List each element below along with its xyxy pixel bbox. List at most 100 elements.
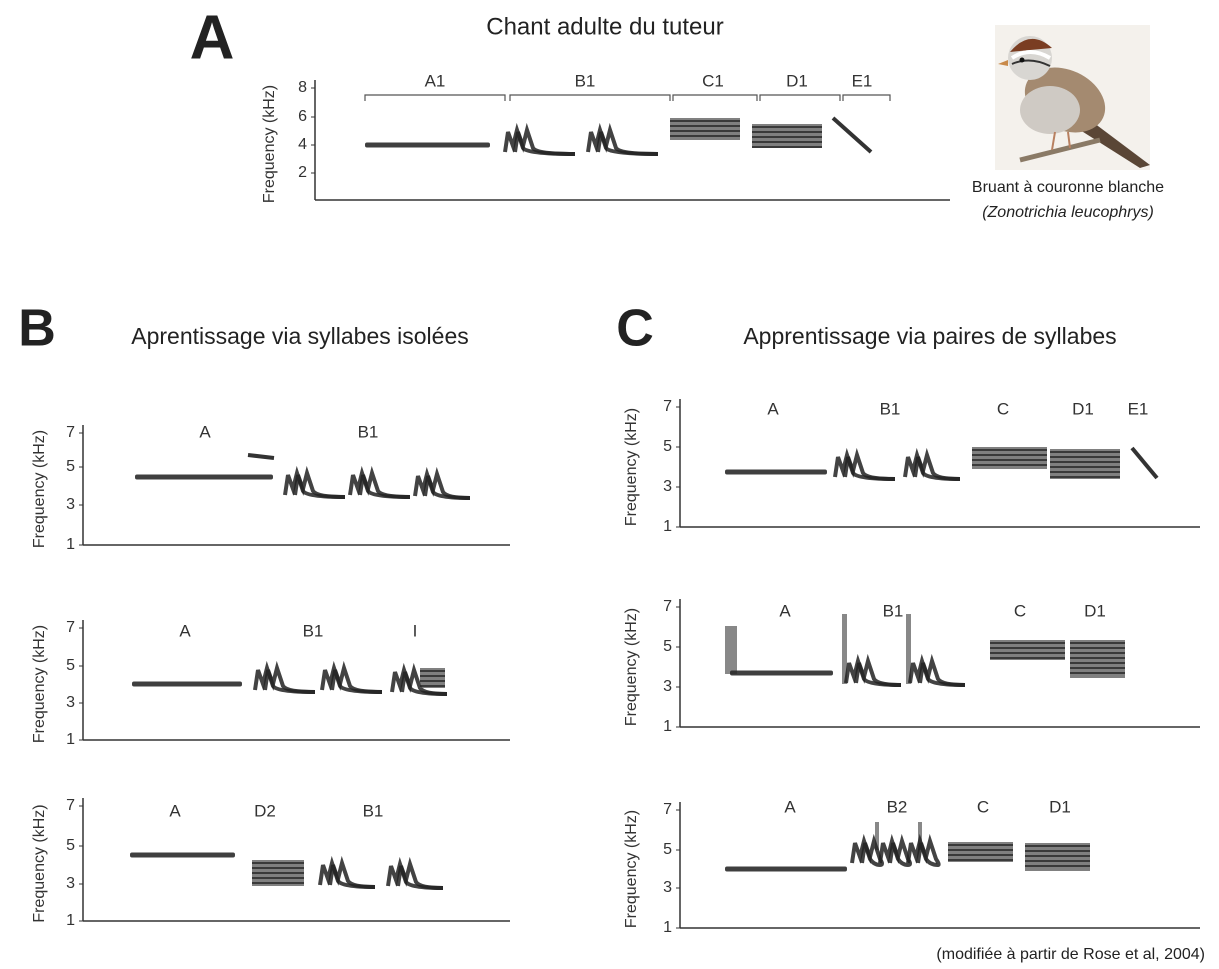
spectrogram-tone	[725, 469, 827, 475]
panel-title: Chant adulte du tuteur	[486, 13, 724, 40]
y-tick-label: 3	[66, 496, 75, 513]
spectrogram-band	[670, 118, 740, 140]
syllable-label: B2	[887, 797, 908, 816]
y-tick-label: 5	[663, 638, 672, 655]
spectrogram-trill	[263, 660, 316, 694]
spectrogram-trill	[513, 122, 576, 156]
spectrogram-spike	[725, 626, 737, 674]
y-tick-label: 5	[66, 837, 75, 854]
syllable-label: C	[1014, 601, 1026, 620]
spectrogram-tone	[365, 142, 490, 148]
spectrogram-tone	[725, 866, 847, 872]
spectrogram-trill	[358, 465, 411, 499]
syllable-label: D1	[1072, 399, 1094, 418]
y-axis-label: Frequency (kHz)	[623, 408, 640, 526]
y-tick-label: 7	[663, 598, 672, 615]
spectrogram-tone	[730, 670, 833, 676]
syllable-label: B1	[575, 71, 596, 90]
y-tick-label: 1	[66, 536, 75, 553]
bird-name: Bruant à couronne blanche	[972, 179, 1164, 196]
syllable-label: C	[997, 399, 1009, 418]
syllable-label: D1	[1049, 797, 1071, 816]
syllable-label: B1	[303, 621, 324, 640]
y-axis-label: Frequency (kHz)	[261, 85, 278, 203]
spectrogram-sweep	[247, 453, 275, 460]
y-axis-label: Frequency (kHz)	[31, 804, 48, 922]
y-tick-label: 8	[298, 79, 307, 96]
panel-letter: C	[616, 300, 654, 358]
syllable-label: I	[413, 621, 418, 640]
y-axis-label: Frequency (kHz)	[623, 608, 640, 726]
y-tick-label: 3	[663, 678, 672, 695]
syllable-label: D1	[1084, 601, 1106, 620]
spectrogram-trill	[906, 833, 939, 867]
bird-latin: (Zonotrichia leucophrys)	[982, 204, 1154, 221]
spectrogram-trill	[423, 466, 471, 500]
syllable-label: E1	[1128, 399, 1149, 418]
spectrogram-spike	[842, 614, 847, 684]
y-axis-label: Frequency (kHz)	[31, 430, 48, 548]
spectrogram-trill	[918, 653, 966, 687]
y-tick-label: 7	[663, 398, 672, 415]
syllable-label: D1	[786, 71, 808, 90]
syllable-label: C	[977, 797, 989, 816]
y-tick-label: 7	[663, 801, 672, 818]
y-tick-label: 1	[663, 518, 672, 535]
spectrogram-band	[752, 124, 822, 148]
syllable-label: A	[199, 422, 211, 441]
y-tick-label: 7	[66, 619, 75, 636]
syllable-bracket	[842, 94, 891, 101]
spectrogram-trill	[330, 660, 383, 694]
y-tick-label: 3	[66, 875, 75, 892]
spectrogram-trill	[396, 856, 444, 890]
syllable-label: A	[179, 621, 191, 640]
y-tick-label: 1	[66, 912, 75, 929]
y-tick-label: 7	[66, 424, 75, 441]
spectrogram-band	[1025, 843, 1090, 871]
spectrogram-trill	[854, 653, 902, 687]
y-tick-label: 2	[298, 164, 307, 181]
syllable-label: B1	[363, 801, 384, 820]
spectrogram-tone	[130, 852, 235, 858]
spectrogram-spike	[875, 822, 879, 850]
syllable-bracket	[672, 94, 758, 101]
spectrogram-sweep	[831, 116, 873, 154]
y-tick-label: 5	[663, 438, 672, 455]
spectrogram-band	[990, 640, 1065, 660]
spectrogram-tone	[132, 681, 242, 687]
syllable-label: B1	[880, 399, 901, 418]
panel-title: Apprentissage via paires de syllabes	[743, 323, 1116, 349]
y-tick-label: 3	[663, 879, 672, 896]
y-tick-label: 1	[663, 919, 672, 936]
syllable-label: A1	[425, 71, 446, 90]
syllable-bracket	[509, 94, 671, 101]
syllable-label: A	[767, 399, 779, 418]
panel-title: Aprentissage via syllabes isolées	[131, 323, 469, 349]
panel-letter: B	[18, 300, 56, 358]
spectrogram-trill	[596, 122, 659, 156]
syllable-label: A	[779, 601, 791, 620]
spectrogram-trill	[916, 833, 941, 867]
spectrogram-trill	[293, 465, 346, 499]
y-tick-label: 3	[663, 478, 672, 495]
spectrogram-trill	[913, 447, 961, 481]
syllable-bracket	[364, 94, 506, 101]
spectrogram-tone	[135, 474, 273, 480]
syllable-bracket	[759, 94, 841, 101]
spectrogram-spike	[906, 614, 911, 684]
y-tick-label: 7	[66, 797, 75, 814]
syllable-label: B1	[358, 422, 379, 441]
spectrogram-sweep	[1130, 446, 1159, 480]
y-tick-label: 5	[663, 841, 672, 858]
y-tick-label: 5	[66, 458, 75, 475]
syllable-label: E1	[852, 71, 873, 90]
spectrogram-trill	[400, 662, 448, 696]
y-tick-label: 5	[66, 657, 75, 674]
spectrogram-band	[420, 668, 445, 688]
syllable-label: C1	[702, 71, 724, 90]
spectrogram-trill	[878, 833, 909, 867]
syllable-label: A	[784, 797, 796, 816]
y-tick-label: 3	[66, 694, 75, 711]
spectrogram-band	[1050, 449, 1120, 479]
